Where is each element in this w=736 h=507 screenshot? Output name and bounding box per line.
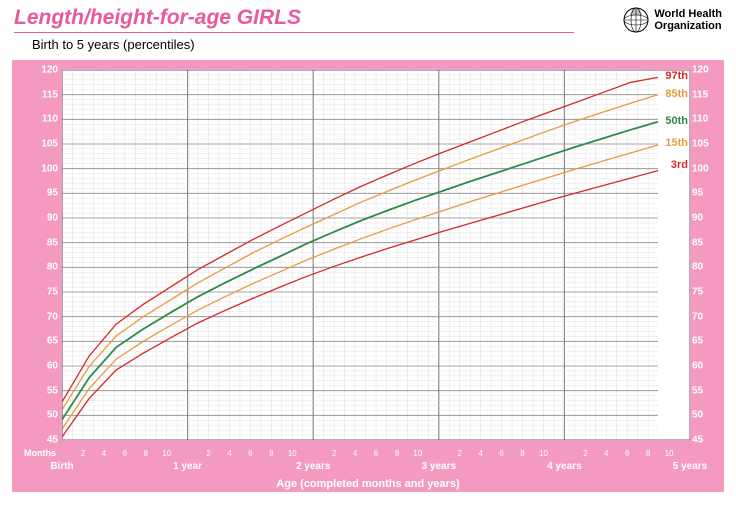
ytick-right: 70 — [692, 311, 710, 322]
ytick-left: 100 — [40, 163, 58, 174]
plot-area: 97th 85th 50th 15th 3rd — [62, 70, 690, 440]
ytick-right: 75 — [692, 287, 710, 298]
ytick-right: 50 — [692, 410, 710, 421]
percentile-label-85th: 85th — [665, 88, 688, 100]
xtick-month: 10 — [413, 449, 422, 458]
xtick-month: 8 — [269, 449, 273, 458]
xtick-month: 4 — [102, 449, 106, 458]
who-line2: Organization — [654, 20, 721, 32]
title-block: Length/height-for-age GIRLS Birth to 5 y… — [14, 6, 574, 52]
xtick-month: 10 — [162, 449, 171, 458]
xtick-month: 2 — [81, 449, 85, 458]
ytick-right: 95 — [692, 188, 710, 199]
ytick-right: 55 — [692, 385, 710, 396]
xtick-month: 4 — [478, 449, 482, 458]
who-line1: World Health — [654, 8, 722, 20]
ytick-left: 105 — [40, 139, 58, 150]
page-title: Length/height-for-age GIRLS — [14, 6, 574, 33]
page-subtitle: Birth to 5 years (percentiles) — [32, 37, 574, 52]
xtick-month: 6 — [123, 449, 127, 458]
xtick-year: 1 year — [173, 461, 202, 472]
ytick-left: 65 — [40, 336, 58, 347]
who-text: World Health Organization — [654, 8, 722, 32]
xtick-month: 6 — [625, 449, 629, 458]
ytick-left: 95 — [40, 188, 58, 199]
xtick-month: 10 — [288, 449, 297, 458]
ytick-left: 75 — [40, 287, 58, 298]
header: Length/height-for-age GIRLS Birth to 5 y… — [0, 0, 736, 54]
ytick-right: 115 — [692, 89, 710, 100]
ytick-right: 85 — [692, 237, 710, 248]
percentile-label-97th: 97th — [665, 70, 688, 82]
ytick-left: 70 — [40, 311, 58, 322]
xtick-year: Birth — [50, 461, 73, 472]
who-logo-block: World Health Organization — [622, 6, 722, 34]
ytick-left: 60 — [40, 361, 58, 372]
xtick-month: 4 — [227, 449, 231, 458]
who-logo-icon — [622, 6, 650, 34]
xtick-month: 8 — [646, 449, 650, 458]
ytick-right: 120 — [692, 65, 710, 76]
ytick-right: 100 — [692, 163, 710, 174]
xtick-year: 3 years — [422, 461, 456, 472]
xtick-month: 8 — [143, 449, 147, 458]
ytick-left: 50 — [40, 410, 58, 421]
ytick-left: 90 — [40, 213, 58, 224]
ytick-right: 65 — [692, 336, 710, 347]
xtick-month: 2 — [457, 449, 461, 458]
xtick-month: 2 — [332, 449, 336, 458]
xtick-month: 4 — [604, 449, 608, 458]
percentile-label-50th: 50th — [665, 115, 688, 127]
xtick-month: 6 — [248, 449, 252, 458]
x-axis-label: Age (completed months and years) — [276, 478, 459, 490]
xtick-month: 10 — [665, 449, 674, 458]
ytick-left: 110 — [40, 114, 58, 125]
percentile-label-3rd: 3rd — [671, 159, 688, 171]
ytick-left: 45 — [40, 435, 58, 446]
ytick-right: 80 — [692, 262, 710, 273]
months-label: Months — [24, 448, 56, 458]
xtick-month: 4 — [353, 449, 357, 458]
percentile-label-15th: 15th — [665, 137, 688, 149]
growth-chart: Length/Height (cm) Months 97th85th50th15… — [12, 60, 724, 492]
xtick-year: 5 years — [673, 461, 707, 472]
ytick-left: 55 — [40, 385, 58, 396]
ytick-right: 60 — [692, 361, 710, 372]
xtick-month: 8 — [395, 449, 399, 458]
ytick-right: 45 — [692, 435, 710, 446]
xtick-year: 4 years — [547, 461, 581, 472]
ytick-left: 85 — [40, 237, 58, 248]
ytick-right: 90 — [692, 213, 710, 224]
xtick-month: 2 — [206, 449, 210, 458]
xtick-year: 2 years — [296, 461, 330, 472]
ytick-left: 120 — [40, 65, 58, 76]
plot-svg — [62, 70, 690, 440]
xtick-month: 8 — [520, 449, 524, 458]
ytick-right: 105 — [692, 139, 710, 150]
xtick-month: 10 — [539, 449, 548, 458]
xtick-month: 6 — [499, 449, 503, 458]
xtick-month: 2 — [583, 449, 587, 458]
ytick-left: 80 — [40, 262, 58, 273]
ytick-right: 110 — [692, 114, 710, 125]
xtick-month: 6 — [374, 449, 378, 458]
ytick-left: 115 — [40, 89, 58, 100]
